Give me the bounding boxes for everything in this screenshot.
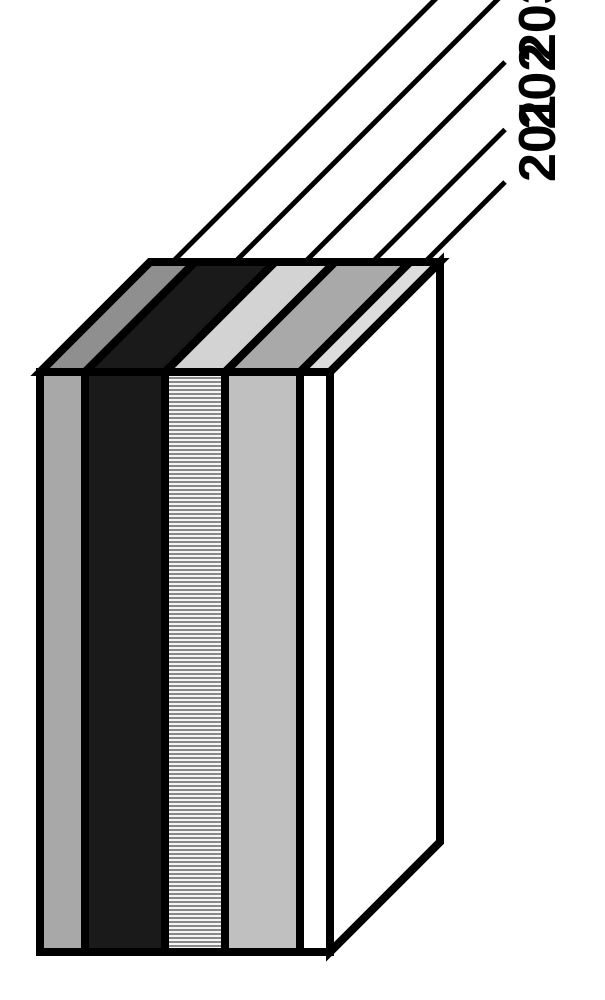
layer-front-202: [225, 372, 300, 952]
layer-diagram: 201202203204205: [0, 0, 605, 1000]
leader-202: [373, 130, 506, 263]
layer-stack-svg: 201202203204205: [0, 0, 605, 1000]
label-203: 203: [509, 0, 567, 62]
layer-front-203: [165, 372, 225, 952]
layer-front-201: [300, 372, 330, 952]
block-right-face: [330, 262, 440, 952]
layer-front-205: [40, 372, 85, 952]
layer-front-204: [85, 372, 165, 952]
